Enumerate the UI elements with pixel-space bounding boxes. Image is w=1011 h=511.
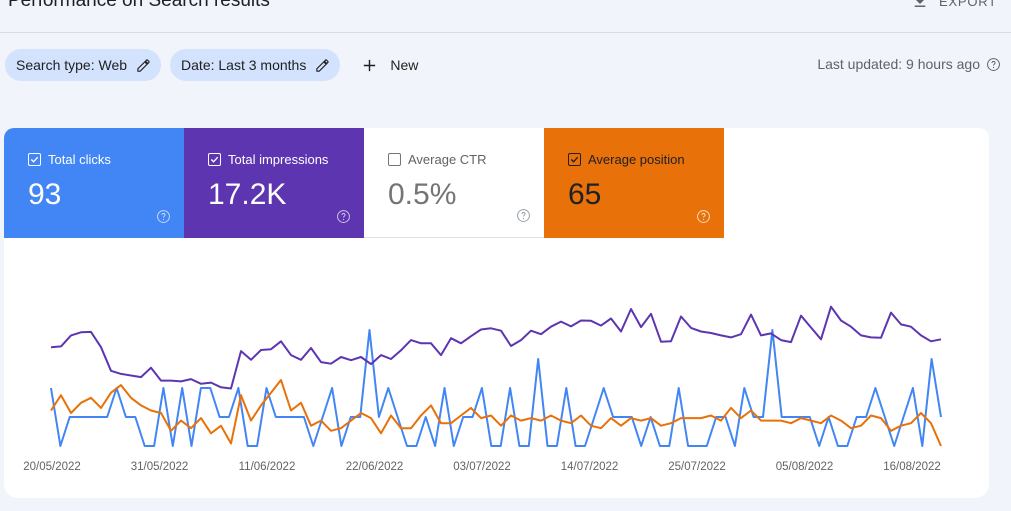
performance-line-chart[interactable]: 20/05/2022 31/05/2022 11/06/2022 22/06/2022… (4, 238, 989, 498)
x-tick-label: 22/06/2022 (346, 461, 404, 473)
x-tick-label: 25/07/2022 (668, 461, 726, 473)
metric-value: 93 (28, 178, 62, 211)
x-tick-label: 14/07/2022 (561, 461, 619, 473)
series-line-total-clicks (50, 329, 942, 447)
help-icon[interactable] (696, 209, 711, 224)
metric-label: Total impressions (228, 152, 329, 167)
metric-header: Average CTR (388, 152, 487, 167)
metric-header: Average position (568, 152, 685, 167)
metric-label: Total clicks (48, 152, 111, 167)
metric-average-position[interactable]: Average position 65 (544, 128, 724, 238)
metric-header: Total clicks (28, 152, 111, 167)
metric-value: 65 (568, 178, 602, 211)
x-axis-labels: 20/05/2022 31/05/2022 11/06/2022 22/06/2022… (23, 461, 941, 473)
plus-icon (364, 59, 376, 71)
metric-tabs: Total clicks 93 Total impressions 17.2K … (4, 128, 724, 238)
header-divider (0, 32, 1011, 33)
export-label: EXPORT (938, 0, 997, 9)
x-tick-label: 16/08/2022 (883, 461, 941, 473)
filter-bar: Search type: Web Date: Last 3 months New (5, 49, 430, 81)
x-tick-label: 31/05/2022 (131, 461, 189, 473)
chart-series (50, 305, 942, 447)
checkbox-unchecked-icon[interactable] (388, 153, 401, 166)
x-tick-label: 20/05/2022 (23, 461, 81, 473)
edit-pencil-icon (137, 58, 150, 72)
metric-label: Average position (588, 152, 685, 167)
x-tick-label: 05/08/2022 (776, 461, 834, 473)
new-filter-button[interactable]: New (349, 49, 430, 81)
performance-card: Total clicks 93 Total impressions 17.2K … (4, 128, 989, 498)
checkbox-checked-icon[interactable] (568, 153, 581, 166)
series-line-average-position (50, 379, 942, 447)
page-title: Performance on Search results (8, 0, 270, 11)
metric-value: 0.5% (388, 178, 457, 211)
new-filter-label: New (390, 57, 419, 73)
download-icon (914, 0, 926, 7)
date-range-chip[interactable]: Date: Last 3 months (170, 49, 341, 81)
last-updated: Last updated: 9 hours ago (817, 56, 1001, 72)
search-type-chip[interactable]: Search type: Web (5, 49, 162, 81)
checkbox-checked-icon[interactable] (28, 153, 41, 166)
last-updated-text: Last updated: 9 hours ago (817, 56, 980, 72)
metric-header: Total impressions (208, 152, 328, 167)
metric-average-ctr[interactable]: Average CTR 0.5% (364, 128, 544, 238)
metric-total-clicks[interactable]: Total clicks 93 (4, 128, 184, 238)
checkbox-checked-icon[interactable] (208, 153, 221, 166)
metric-total-impressions[interactable]: Total impressions 17.2K (184, 128, 364, 238)
series-line-total-impressions (50, 305, 942, 390)
date-range-label: Date: Last 3 months (181, 57, 307, 73)
help-icon[interactable] (156, 209, 171, 224)
x-tick-label: 03/07/2022 (453, 461, 511, 473)
x-tick-label: 11/06/2022 (239, 461, 296, 473)
help-icon[interactable] (336, 209, 351, 224)
help-icon[interactable] (986, 57, 1001, 72)
export-button[interactable]: EXPORT (911, 0, 997, 10)
metric-value: 17.2K (208, 178, 287, 211)
search-type-label: Search type: Web (16, 57, 128, 73)
edit-pencil-icon (316, 58, 330, 72)
help-icon[interactable] (516, 208, 531, 223)
metric-label: Average CTR (408, 152, 487, 167)
